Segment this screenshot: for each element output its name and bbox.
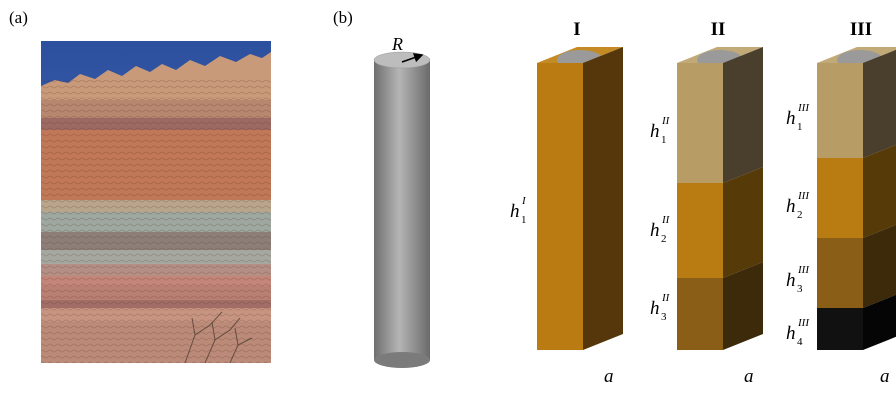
panel-b-label: (b) [333, 8, 353, 27]
column-III-layer-2-side [863, 144, 896, 238]
column-III-layer-3-side [863, 224, 896, 308]
column-III-layer-4-front [817, 308, 863, 350]
column-II [677, 47, 763, 350]
column-III-layer-3-front [817, 238, 863, 308]
column-I-base-label: a [604, 366, 614, 387]
column-II-layer-1-label: h II 1 [650, 115, 670, 146]
column-I-title: I [573, 19, 581, 40]
column-III-layer-4-label: h III 4 [786, 317, 809, 348]
column-III-layer-2-label: h III 2 [786, 190, 809, 221]
column-III-layer-1-label: h III 1 [786, 102, 809, 133]
column-II-layer-1-side [723, 47, 763, 183]
column-II-layer-2-front [677, 183, 723, 278]
column-II-layer-1-front [677, 63, 723, 183]
column-III-layer-2-front [817, 158, 863, 238]
radius-label: R [392, 34, 403, 54]
column-III-layer-3-label: h III 3 [786, 264, 809, 295]
panel-a-label: (a) [9, 8, 28, 27]
column-II-layer-2-side [723, 167, 763, 278]
column-II-layer-2-label: h II 2 [650, 214, 670, 245]
column-III-title: III [849, 19, 873, 40]
column-II-layer-3-side [723, 262, 763, 350]
column-III-layer-4-side [863, 294, 896, 350]
column-III [817, 47, 896, 350]
column-II-base-label: a [744, 366, 754, 387]
column-II-layer-3-label: h II 3 [650, 292, 670, 323]
column-II-title: II [710, 19, 726, 40]
strata-photo [41, 41, 271, 363]
column-III-base-label: a [880, 366, 890, 387]
cylinder [373, 51, 431, 368]
column-I-layer-1-side [583, 47, 623, 350]
column-III-layer-1-side [863, 49, 896, 158]
column-I-layer-1-front [537, 63, 583, 350]
column-II-layer-3-front [677, 278, 723, 350]
radius-arrow [401, 53, 424, 63]
column-III-layer-1-front [817, 63, 863, 158]
column-I [537, 47, 623, 350]
